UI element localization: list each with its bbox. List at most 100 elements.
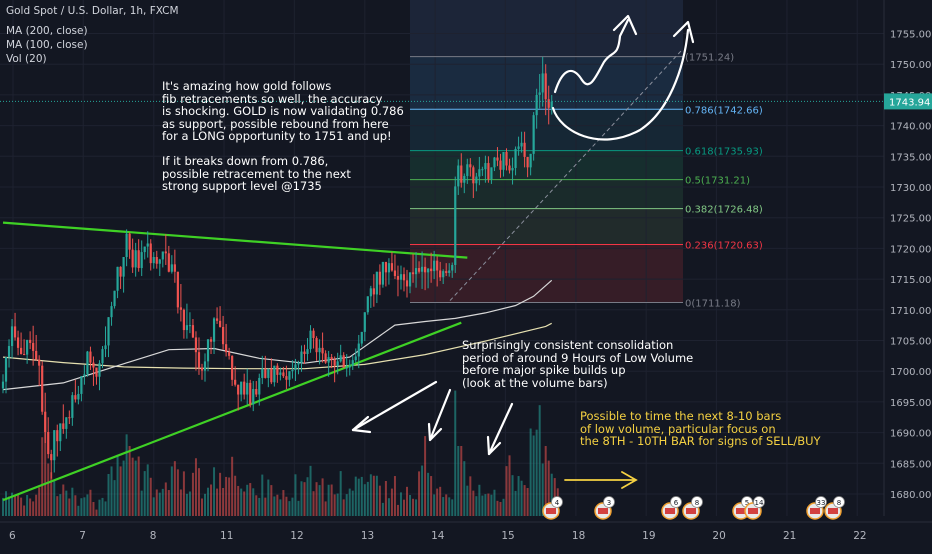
candle-body bbox=[372, 288, 375, 295]
volume-bar bbox=[418, 471, 421, 516]
time-tick-label: 14 bbox=[431, 530, 445, 542]
event-count-label: 3 bbox=[607, 499, 611, 507]
volume-bar bbox=[80, 498, 83, 516]
note-fibonacci[interactable]: It's amazing how gold follows fib retrac… bbox=[162, 79, 404, 193]
volume-bar bbox=[430, 476, 433, 516]
candle-body bbox=[146, 243, 149, 247]
volume-bar bbox=[505, 466, 508, 516]
time-tick-label: 22 bbox=[853, 530, 866, 542]
indicator-volume[interactable]: Vol (20) bbox=[6, 53, 47, 65]
volume-bar bbox=[445, 494, 448, 516]
candle-body bbox=[155, 256, 158, 264]
candle-body bbox=[209, 339, 213, 342]
event-flag-stripe bbox=[748, 508, 758, 514]
indicator-ma200[interactable]: MA (200, close) bbox=[6, 25, 88, 37]
volume-bar bbox=[204, 493, 207, 516]
arrow-volume-1 bbox=[351, 380, 438, 432]
price-axis-bg bbox=[884, 0, 932, 550]
price-tick-label: 1695.00 bbox=[890, 398, 931, 409]
candle-body bbox=[303, 351, 306, 355]
volume-bar bbox=[315, 482, 318, 516]
fib-zone bbox=[410, 179, 683, 209]
volume-bar bbox=[439, 486, 442, 516]
candle-body bbox=[86, 351, 89, 375]
volume-bar bbox=[231, 456, 234, 516]
candle-body bbox=[10, 326, 14, 347]
candle-body bbox=[38, 359, 41, 366]
candle-body bbox=[315, 338, 318, 353]
candle-body bbox=[399, 274, 403, 280]
candle-body bbox=[191, 325, 195, 338]
volume-bar bbox=[451, 499, 454, 516]
candle-body bbox=[414, 268, 418, 275]
price-tick-label: 1740.00 bbox=[890, 122, 931, 133]
volume-bar bbox=[62, 484, 65, 516]
volume-bar bbox=[291, 497, 294, 516]
volume-bar bbox=[538, 405, 541, 516]
event-count-label: 4 bbox=[555, 499, 560, 507]
time-tick-label: 18 bbox=[572, 530, 585, 542]
volume-bar bbox=[369, 474, 372, 516]
candle-body bbox=[502, 152, 505, 170]
indicator-ma100[interactable]: MA (100, close) bbox=[6, 39, 88, 51]
candle-body bbox=[80, 376, 83, 394]
candle-body bbox=[345, 367, 348, 369]
volume-bar bbox=[207, 487, 210, 516]
volume-bar bbox=[393, 476, 396, 516]
volume-bar bbox=[318, 485, 321, 516]
volume-bar bbox=[56, 496, 59, 516]
candle-body bbox=[496, 157, 499, 161]
note-timing[interactable]: Possible to time the next 8-10 bars of l… bbox=[580, 409, 821, 448]
time-tick-label: 21 bbox=[783, 530, 796, 542]
candle-body bbox=[255, 389, 258, 395]
volume-bar bbox=[26, 495, 29, 516]
candle-body bbox=[535, 94, 538, 116]
volume-bar bbox=[113, 480, 116, 516]
candle-body bbox=[402, 274, 406, 281]
volume-bar bbox=[526, 488, 529, 516]
candle-body bbox=[351, 360, 354, 366]
volume-bar bbox=[339, 471, 342, 516]
volume-bar bbox=[98, 499, 101, 516]
volume-bar bbox=[336, 493, 339, 516]
candle-body bbox=[26, 339, 29, 355]
candle-body bbox=[333, 359, 336, 366]
volume-bar bbox=[29, 498, 32, 516]
note-consolidation[interactable]: Surprisingly consistent consolidation pe… bbox=[462, 338, 694, 390]
candle-body bbox=[237, 384, 240, 395]
candle-body bbox=[354, 356, 357, 361]
volume-bar bbox=[300, 481, 303, 516]
candle-body bbox=[327, 357, 330, 363]
event-count-bubble bbox=[753, 496, 765, 508]
volume-bar bbox=[294, 474, 297, 516]
candle-body bbox=[324, 353, 327, 363]
candle-body bbox=[134, 250, 137, 268]
candle-body bbox=[411, 272, 415, 275]
volume-bar bbox=[249, 483, 252, 516]
event-flag-stripe bbox=[736, 508, 746, 514]
symbol-title[interactable]: Gold Spot / U.S. Dollar, 1h, FXCM bbox=[6, 5, 179, 17]
candle-body bbox=[92, 362, 95, 368]
candle-body bbox=[161, 251, 164, 260]
arrow-head bbox=[612, 14, 638, 36]
candle-body bbox=[300, 351, 303, 363]
candle-body bbox=[460, 165, 463, 183]
fib-trend-dashed bbox=[449, 48, 684, 301]
candle-body bbox=[119, 266, 122, 277]
volume-bar bbox=[11, 492, 14, 516]
time-tick-label: 6 bbox=[9, 530, 16, 542]
trendline-ascending-support bbox=[2, 321, 462, 502]
candle-body bbox=[276, 365, 279, 375]
candles bbox=[1, 56, 553, 479]
volume-bars bbox=[2, 390, 559, 516]
event-badges: 4 3 6 8 5 14 33 8 bbox=[542, 496, 845, 520]
candle-body bbox=[137, 250, 140, 269]
candle-body bbox=[381, 261, 384, 285]
arrow-volume-3 bbox=[487, 402, 514, 456]
candle-body bbox=[19, 347, 23, 355]
candle-body bbox=[357, 343, 360, 357]
event-flag-stripe bbox=[546, 508, 556, 514]
candle-body bbox=[203, 361, 207, 371]
candle-body bbox=[179, 307, 182, 310]
